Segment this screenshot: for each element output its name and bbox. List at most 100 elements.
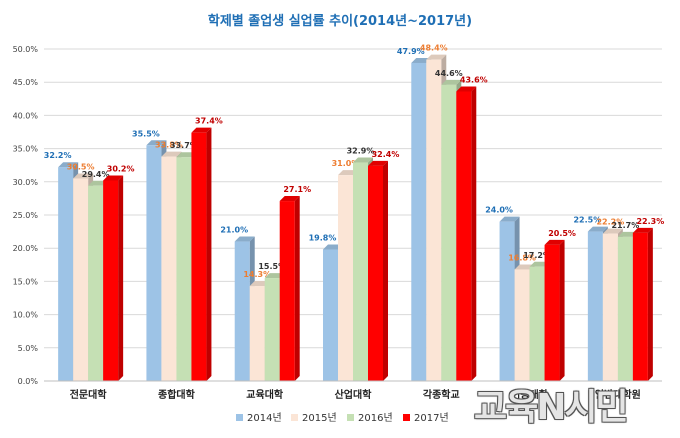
bar-side: [294, 196, 300, 381]
legend-swatch: [347, 414, 354, 421]
bar-top: [73, 173, 94, 179]
legend-label: 2017년: [414, 412, 449, 424]
data-label: 22.3%: [636, 217, 664, 226]
x-category-label: 종합대학: [158, 388, 196, 401]
legend-swatch: [236, 414, 243, 421]
y-tick-label: 50.0%: [13, 45, 39, 54]
bar-top: [368, 160, 388, 166]
bar: [264, 278, 280, 381]
bar: [323, 249, 338, 381]
bar-top: [499, 216, 520, 222]
bar: [587, 231, 603, 381]
bar-side: [647, 227, 653, 381]
bar-side: [559, 239, 565, 381]
legend-label: 2016년: [358, 412, 393, 424]
bar-top: [602, 228, 623, 234]
bar: [88, 185, 104, 381]
data-label: 32.9%: [347, 147, 375, 156]
data-label: 32.2%: [44, 151, 72, 160]
data-label: 19.8%: [309, 234, 337, 243]
data-label: 33.7%: [170, 141, 198, 150]
chart-title: 학제별 졸업생 실업률 추이(2014년~2017년): [207, 14, 473, 29]
data-label: 37.4%: [195, 117, 223, 126]
bar: [632, 232, 648, 381]
bar-side: [206, 127, 212, 381]
bar: [529, 266, 545, 381]
bar: [368, 165, 383, 381]
bar: [411, 62, 427, 381]
bar: [234, 241, 250, 381]
data-label: 22.2%: [596, 218, 624, 227]
bar-top: [587, 226, 608, 232]
bar: [514, 269, 530, 381]
legend-label: 2014년: [247, 412, 282, 424]
y-tick-label: 5.0%: [18, 344, 39, 353]
bar: [191, 132, 207, 381]
bar-top: [632, 227, 653, 233]
data-label: 32.4%: [372, 150, 400, 159]
legend-swatch: [403, 414, 410, 421]
legend-label: 2015년: [302, 412, 337, 424]
y-tick-label: 30.0%: [13, 178, 39, 187]
bar-top: [161, 151, 182, 157]
bar-top: [544, 239, 565, 245]
bar: [617, 236, 633, 381]
bar: [602, 233, 618, 381]
data-label: 21.7%: [611, 221, 639, 230]
y-tick-label: 15.0%: [13, 277, 39, 286]
watermark-logo: 교육N시민: [474, 387, 629, 428]
bar-top: [103, 175, 124, 181]
data-label: 16.8%: [508, 253, 536, 262]
data-label: 44.6%: [435, 69, 463, 78]
bar-top: [426, 54, 447, 60]
x-category-label: 전문대학: [70, 388, 108, 401]
bar-side: [471, 86, 477, 381]
data-label: 30.5%: [67, 162, 95, 171]
x-category-label: 일반대학원: [595, 388, 641, 401]
bar-top: [191, 127, 212, 133]
bar: [353, 162, 368, 381]
bar: [338, 175, 353, 381]
legend-swatch: [291, 414, 298, 421]
data-label: 48.4%: [420, 44, 448, 53]
bar-top: [234, 236, 255, 242]
data-label: 20.5%: [548, 229, 576, 238]
bar: [103, 180, 119, 381]
data-label: 14.3%: [243, 270, 271, 279]
x-category-label: 기능대학: [511, 388, 549, 401]
bar: [73, 178, 89, 381]
bar-side: [118, 175, 124, 381]
bar: [544, 244, 560, 381]
bar-top: [441, 79, 462, 85]
bar: [456, 91, 472, 381]
data-label: 31.0%: [332, 159, 360, 168]
y-tick-label: 0.0%: [18, 377, 39, 386]
bar: [146, 145, 162, 381]
y-tick-label: 20.0%: [13, 244, 39, 253]
y-tick-label: 10.0%: [13, 311, 39, 320]
data-label: 33.8%: [155, 141, 183, 150]
bar: [176, 157, 192, 381]
data-label: 30.2%: [107, 164, 135, 173]
data-label: 35.5%: [132, 129, 160, 138]
bar: [279, 201, 295, 381]
data-label: 24.0%: [485, 206, 513, 215]
bar: [161, 156, 177, 381]
data-label: 21.0%: [220, 226, 248, 235]
data-label: 17.2%: [523, 251, 551, 260]
data-label: 29.4%: [82, 170, 110, 179]
data-label: 22.5%: [573, 216, 601, 225]
x-category-label: 각종학교: [423, 388, 460, 401]
bar: [58, 167, 74, 381]
y-tick-label: 45.0%: [13, 78, 39, 87]
data-label: 47.9%: [397, 47, 425, 56]
bar-top: [279, 196, 300, 202]
bar: [249, 286, 265, 381]
bar: [499, 221, 515, 381]
bar: [441, 84, 457, 381]
bar: [426, 59, 442, 382]
bar-side: [383, 160, 388, 381]
bar-top: [146, 140, 167, 146]
data-label: 43.6%: [460, 75, 488, 84]
